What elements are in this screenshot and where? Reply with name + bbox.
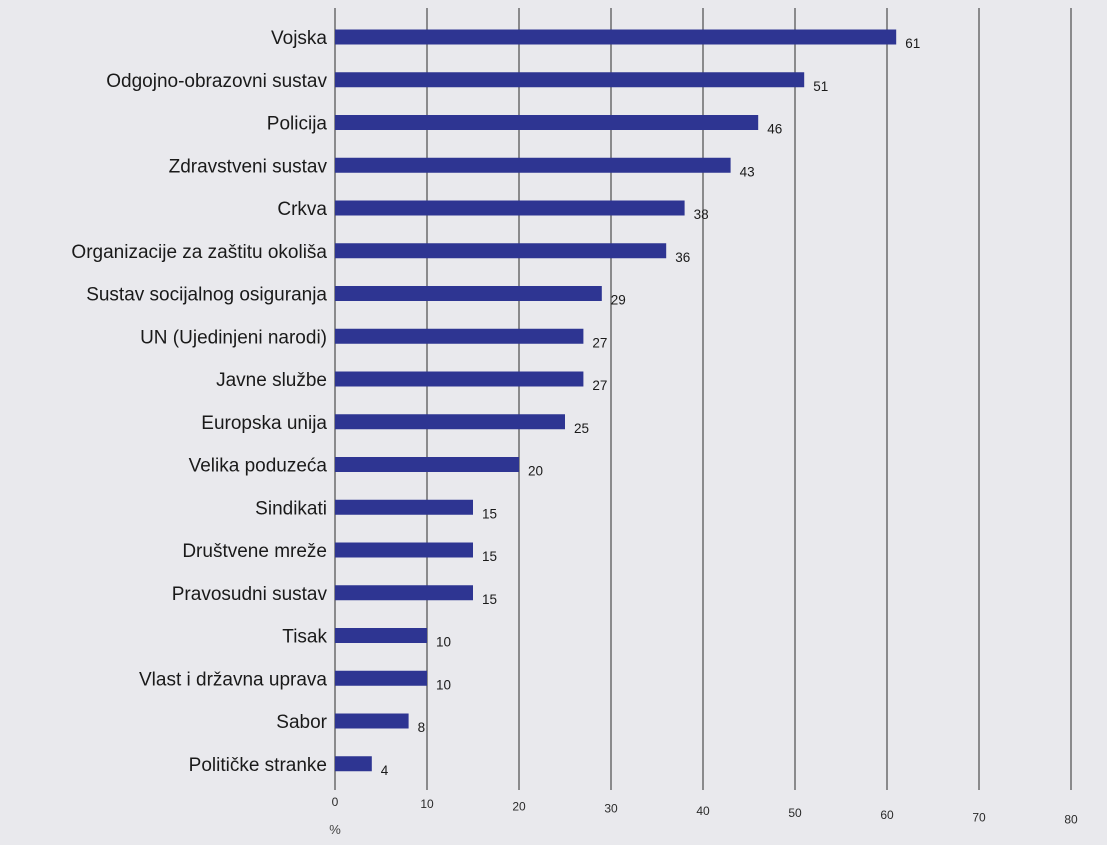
bar (335, 328, 584, 344)
value-label: 27 (592, 335, 607, 350)
category-label: Društvene mreže (182, 541, 327, 562)
value-label: 27 (592, 378, 607, 393)
bar (335, 157, 731, 173)
bar (335, 542, 473, 558)
x-tick-label: 0 (332, 795, 339, 809)
value-label: 25 (574, 421, 589, 436)
bar (335, 585, 473, 601)
value-label: 61 (905, 36, 920, 51)
category-label: Tisak (282, 627, 327, 648)
x-tick-label: 40 (696, 804, 710, 818)
value-label: 36 (675, 250, 690, 265)
category-label: Organizacije za zaštitu okoliša (71, 242, 327, 263)
bar (335, 72, 805, 88)
category-label: Sustav socijalnog osiguranja (86, 285, 327, 306)
bar (335, 29, 897, 45)
bar (335, 371, 584, 387)
category-label: Sabor (276, 712, 327, 733)
x-tick-label: 50 (788, 806, 802, 820)
bar (335, 499, 473, 515)
category-label: Javne službe (216, 370, 327, 391)
bar (335, 200, 685, 216)
bar (335, 628, 427, 643)
value-label: 43 (740, 164, 755, 179)
x-tick-label: 30 (604, 802, 618, 816)
category-label: Sindikati (255, 498, 327, 519)
x-axis-label: % (329, 822, 341, 837)
bar (335, 756, 372, 772)
x-tick-label: 20 (512, 799, 526, 813)
value-label: 8 (418, 720, 426, 735)
category-label: Odgojno-obrazovni sustav (106, 71, 327, 92)
value-label: 29 (611, 293, 626, 308)
bar (335, 670, 427, 686)
value-label: 4 (381, 763, 389, 778)
bar (335, 414, 565, 430)
value-label: 20 (528, 464, 543, 479)
category-label: Zdravstveni sustav (169, 156, 328, 177)
value-label: 10 (436, 677, 451, 692)
bar (335, 243, 667, 259)
value-label: 15 (482, 506, 497, 521)
x-tick-label: 60 (880, 808, 894, 822)
bar (335, 713, 409, 729)
category-label: Političke stranke (189, 755, 327, 776)
category-label: Pravosudni sustav (172, 584, 328, 605)
category-label: Vlast i državna uprava (139, 669, 327, 690)
value-label: 51 (813, 79, 828, 94)
value-label: 38 (694, 207, 709, 222)
category-label: Crkva (277, 199, 327, 220)
value-label: 10 (436, 635, 451, 650)
bar (335, 115, 759, 130)
x-tick-label: 80 (1064, 813, 1078, 827)
value-label: 46 (767, 122, 782, 137)
value-label: 15 (482, 592, 497, 607)
category-label: Vojska (271, 28, 327, 49)
value-label: 15 (482, 549, 497, 564)
bar (335, 286, 602, 301)
x-tick-label: 10 (420, 797, 434, 811)
category-label: Policija (267, 114, 328, 135)
category-label: Europska unija (201, 413, 327, 434)
category-label: UN (Ujedinjeni narodi) (140, 327, 327, 348)
x-tick-label: 70 (972, 810, 986, 824)
bar (335, 457, 519, 472)
category-label: Velika poduzeća (189, 456, 328, 477)
